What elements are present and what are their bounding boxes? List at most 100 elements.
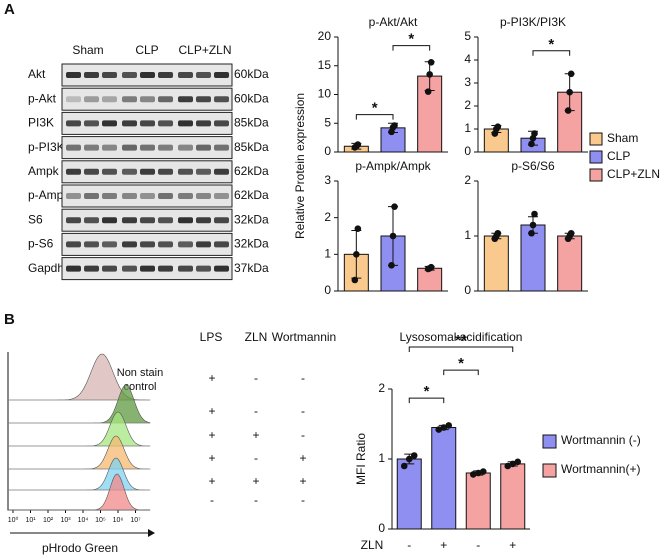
data-point [405,455,413,463]
size-label: 62kDa [234,164,269,178]
size-label: 32kDa [234,237,269,251]
significance-label: ** [455,332,467,349]
significance-label: * [424,383,430,400]
data-point [391,203,398,210]
blot-group-label: Sham [72,43,103,57]
size-label: 85kDa [234,116,269,130]
chart-title: Lysosomal acidification [400,330,523,344]
chart-title: p-PI3K/PI3K [500,15,566,29]
table-cell: + [208,451,215,465]
table-header: ZLN [245,330,268,344]
blot-band [196,120,211,127]
data-point [494,123,502,130]
table-cell: - [301,371,305,385]
blot-band [158,241,173,248]
legend-label: Sham [607,131,638,145]
annotation: Non stain [117,367,163,379]
size-label: 60kDa [234,67,269,81]
data-point [391,122,398,129]
blot-band [178,120,193,127]
y-tick-label: 1 [464,121,471,135]
y-tick-label: 2 [378,381,385,395]
chart-title: p-Akt/Akt [369,15,418,29]
blot-band [122,241,137,248]
blot-band [178,193,193,199]
data-point [353,251,360,258]
data-point [445,422,453,429]
y-tick-label: 1 [464,228,471,242]
blot-band [158,120,173,127]
panel-label: A [4,1,15,18]
data-point [426,71,433,78]
blot-band [102,241,117,248]
table-cell: - [254,404,258,418]
bar [483,235,509,292]
significance-label: * [372,100,378,117]
bar [465,472,491,530]
blot-band [178,265,193,272]
y-tick-label: 3 [464,75,471,89]
significance-label: * [458,355,464,372]
blot-band [196,265,211,272]
data-point [528,140,535,148]
blot-band [196,96,211,103]
blot-band [84,265,99,272]
blot-band [102,217,117,224]
blot-band [178,168,193,175]
data-point [504,462,512,470]
y-tick-label: 5 [324,115,331,129]
data-point [514,458,522,466]
x-axis-label: pHrodo Green [42,541,118,555]
x-tick-label: - [476,538,480,552]
size-label: 60kDa [234,91,269,105]
protein-label: p-S6 [28,237,54,251]
chart-title: p-S6/S6 [511,159,555,173]
blot-band [102,265,117,272]
data-point [427,263,435,271]
blot-band [84,168,99,175]
protein-label: PI3K [28,116,54,130]
y-tick-label: 10 [318,87,332,101]
table-cell: - [254,371,258,385]
significance-bracket [392,45,431,51]
y-tick-label: 15 [318,58,332,72]
legend-label: Wortmannin (-) [561,433,641,447]
protein-label: p-PI3K [28,140,65,154]
blot-band [102,144,117,151]
blot-band [84,241,99,248]
x-tick-label: 10⁰ [8,516,19,524]
legend-swatch [589,132,603,146]
data-point [474,469,482,477]
table-cell: - [301,404,305,418]
y-tick-label: 2 [464,98,471,112]
bar [396,458,422,530]
data-point [469,471,477,478]
data-point [479,468,487,475]
y-tick-label: 5 [464,29,471,43]
blot-band [66,217,81,224]
annotation: control [123,381,156,393]
data-point [354,225,362,232]
bar [431,427,457,530]
blot-band [66,265,81,272]
data-point [410,452,418,459]
blot-band [214,217,229,224]
table-cell: + [252,474,259,488]
y-axis-label: Relative Protein expression [293,93,307,239]
blot-band [102,120,117,127]
blot-band [178,96,193,103]
size-label: 37kDa [234,261,269,275]
blot-band [66,241,81,248]
table-header: LPS [200,330,223,344]
blot-band [158,72,173,78]
table-cell: - [301,493,305,507]
blot-band [66,168,81,175]
size-label: 62kDa [234,188,269,202]
table-cell: + [208,428,215,442]
blot-band [158,265,173,272]
blot-band [214,168,229,175]
blot-band [214,193,229,199]
table-cell: + [299,474,306,488]
blot-group-label: CLP [135,43,158,57]
blot-band [196,72,211,78]
